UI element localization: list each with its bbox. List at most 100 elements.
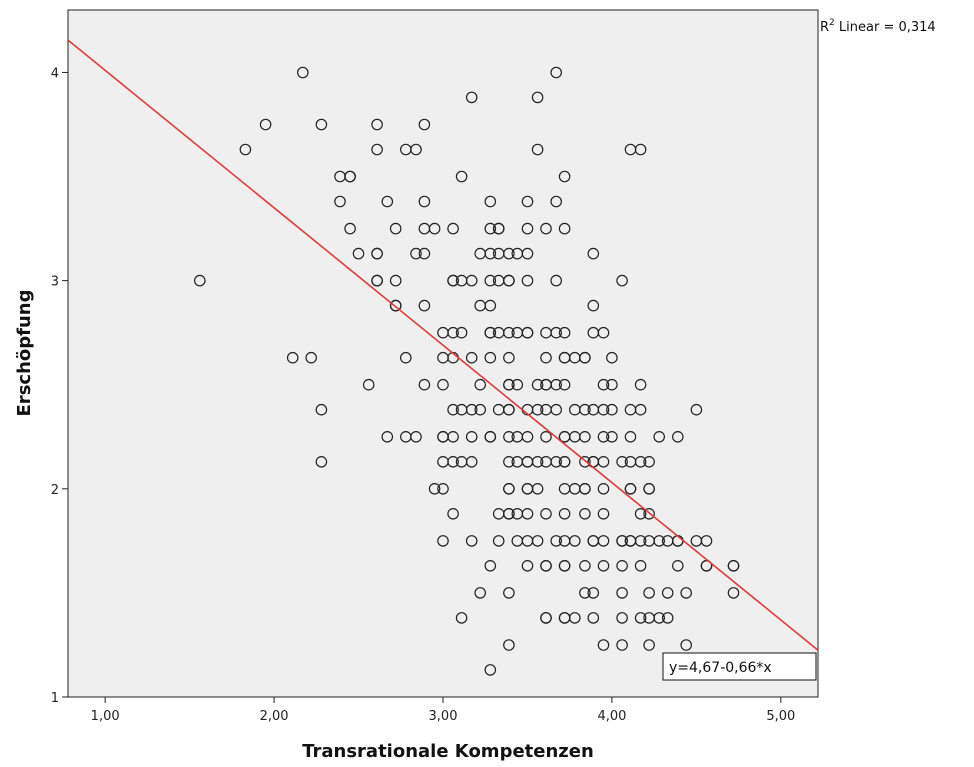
data-point	[447, 403, 459, 416]
r2-label: R2 Linear = 0,314	[820, 18, 936, 35]
data-point	[531, 535, 544, 547]
data-point	[597, 482, 610, 495]
data-point	[492, 222, 505, 235]
y-axis-title: Erschöpfung	[14, 290, 35, 417]
data-point	[455, 326, 468, 339]
data-point	[531, 378, 544, 391]
data-point	[521, 274, 534, 287]
y-tick-label: 1	[51, 691, 59, 706]
data-point	[540, 507, 552, 520]
data-point	[606, 403, 618, 416]
data-point	[540, 222, 552, 235]
x-tick-label: 5,00	[766, 709, 795, 724]
data-point	[597, 326, 610, 339]
data-point	[465, 351, 478, 364]
data-point	[503, 587, 515, 599]
data-point	[503, 326, 515, 339]
data-point	[447, 326, 459, 339]
data-point	[437, 535, 449, 547]
data-point	[540, 351, 552, 364]
data-point	[597, 639, 610, 651]
data-point	[579, 351, 591, 364]
data-point	[597, 455, 610, 468]
x-axis-title: Transrationale Kompetenzen	[302, 741, 594, 762]
data-point	[503, 403, 515, 416]
data-point	[616, 612, 628, 624]
data-point	[661, 587, 674, 599]
data-point	[540, 612, 552, 624]
data-point	[597, 378, 610, 391]
data-point	[521, 507, 534, 520]
data-point	[428, 222, 441, 235]
data-point	[643, 507, 655, 520]
data-point	[531, 482, 544, 495]
data-point	[315, 118, 328, 131]
data-point	[643, 455, 655, 468]
data-point	[727, 587, 740, 599]
data-point	[484, 299, 497, 312]
data-point	[550, 274, 562, 287]
data-point	[579, 587, 591, 599]
data-point	[503, 430, 515, 443]
data-point	[653, 535, 665, 547]
data-point	[634, 535, 647, 547]
data-point	[550, 455, 562, 468]
data-point	[521, 222, 534, 235]
data-point	[465, 535, 478, 547]
data-point	[643, 639, 655, 651]
data-point	[389, 299, 402, 312]
data-point	[484, 274, 497, 287]
data-point	[550, 326, 562, 339]
data-point	[579, 559, 591, 572]
data-point	[616, 455, 628, 468]
data-point	[616, 639, 628, 651]
x-tick-label: 4,00	[597, 709, 626, 724]
x-axis-ticks: 1,00 2,00 3,00 4,00 5,00	[91, 697, 795, 724]
data-point	[371, 143, 383, 156]
data-point	[616, 587, 628, 599]
data-point	[587, 587, 600, 599]
data-point	[597, 430, 610, 443]
data-point	[579, 482, 591, 495]
data-point	[371, 118, 383, 131]
data-point	[503, 482, 515, 495]
data-point	[531, 455, 544, 468]
data-point	[531, 91, 544, 104]
data-point	[558, 326, 571, 339]
x-tick-label: 3,00	[429, 709, 458, 724]
data-point	[484, 326, 497, 339]
data-point	[521, 559, 534, 572]
data-point	[653, 430, 665, 443]
data-point	[511, 378, 524, 391]
data-point	[418, 118, 431, 131]
data-point	[680, 639, 692, 651]
data-point	[484, 247, 497, 260]
data-point	[455, 612, 468, 624]
data-point	[550, 535, 562, 547]
data-point	[447, 222, 459, 235]
data-point	[334, 195, 346, 208]
data-point	[239, 143, 252, 156]
data-point	[344, 222, 356, 235]
data-point	[550, 66, 562, 79]
data-point	[474, 587, 486, 599]
data-point	[259, 118, 272, 131]
data-point	[194, 274, 206, 287]
data-point	[597, 559, 610, 572]
data-point	[568, 535, 581, 547]
data-point	[579, 507, 591, 520]
data-point	[671, 559, 684, 572]
y-tick-label: 2	[51, 483, 59, 498]
data-point	[484, 195, 497, 208]
data-point	[410, 247, 422, 260]
data-point	[550, 378, 562, 391]
data-point	[597, 507, 610, 520]
equation-box: y=4,67-0,66*x	[662, 652, 817, 681]
data-point	[410, 143, 422, 156]
data-point	[503, 351, 515, 364]
data-point	[503, 247, 515, 260]
data-point	[568, 612, 581, 624]
data-point	[428, 482, 441, 495]
data-point	[700, 535, 713, 547]
data-point	[437, 378, 449, 391]
